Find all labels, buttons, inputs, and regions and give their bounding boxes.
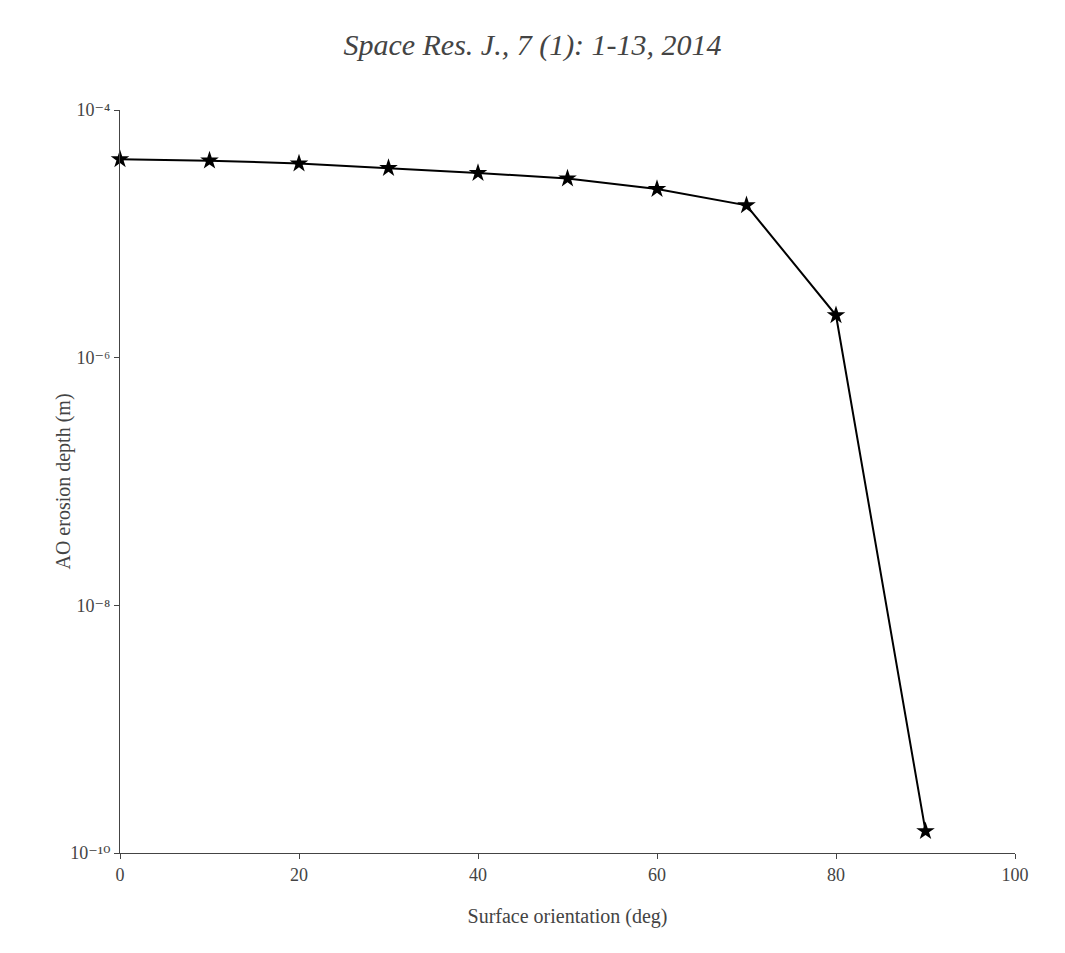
svg-text:Space Res. J., 7 (1): 1-13, 20: Space Res. J., 7 (1): 1-13, 2014 bbox=[343, 28, 721, 62]
svg-text:AO erosion depth (m): AO erosion depth (m) bbox=[52, 393, 75, 569]
svg-text:Surface orientation (deg): Surface orientation (deg) bbox=[468, 905, 668, 928]
svg-text:60: 60 bbox=[648, 865, 666, 885]
svg-text:10⁻⁸: 10⁻⁸ bbox=[77, 596, 111, 616]
svg-text:10⁻⁶: 10⁻⁶ bbox=[77, 348, 111, 368]
svg-text:100: 100 bbox=[1002, 865, 1029, 885]
svg-text:10⁻⁴: 10⁻⁴ bbox=[77, 100, 111, 120]
svg-text:80: 80 bbox=[827, 865, 845, 885]
svg-text:20: 20 bbox=[290, 865, 308, 885]
svg-text:0: 0 bbox=[116, 865, 125, 885]
svg-text:40: 40 bbox=[469, 865, 487, 885]
svg-text:10⁻¹⁰: 10⁻¹⁰ bbox=[70, 843, 110, 863]
